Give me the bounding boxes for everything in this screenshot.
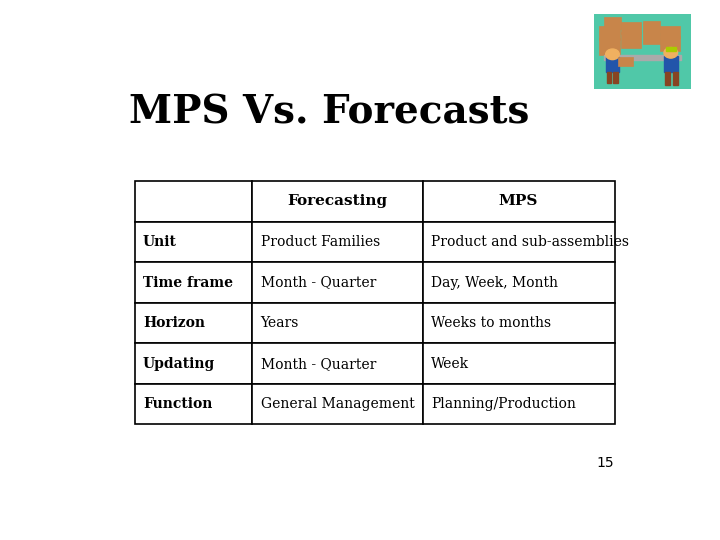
Bar: [660, 36, 680, 51]
Bar: [666, 47, 675, 51]
Bar: [642, 30, 660, 44]
Circle shape: [664, 48, 678, 58]
Bar: [135, 222, 252, 262]
Bar: [665, 72, 670, 85]
Text: Updating: Updating: [143, 356, 215, 370]
Text: MPS: MPS: [499, 194, 539, 208]
Bar: [135, 303, 252, 343]
Text: 15: 15: [597, 456, 615, 470]
Bar: [423, 181, 615, 222]
Text: Month - Quarter: Month - Quarter: [261, 356, 376, 370]
Bar: [621, 32, 641, 48]
Text: Day, Week, Month: Day, Week, Month: [431, 275, 558, 289]
Bar: [252, 262, 423, 303]
Bar: [423, 384, 615, 424]
Bar: [252, 181, 423, 222]
Bar: [252, 303, 423, 343]
Text: General Management: General Management: [261, 397, 414, 411]
Bar: [135, 262, 252, 303]
Text: Week: Week: [431, 356, 469, 370]
Bar: [252, 222, 423, 262]
Bar: [664, 56, 678, 72]
Bar: [599, 26, 620, 40]
Bar: [135, 343, 252, 384]
Bar: [642, 21, 660, 32]
Bar: [660, 25, 680, 38]
Polygon shape: [603, 55, 681, 60]
Circle shape: [606, 49, 619, 59]
Bar: [252, 343, 423, 384]
Bar: [135, 181, 252, 222]
Bar: [599, 38, 620, 55]
Bar: [672, 72, 678, 85]
Text: MPS Vs. Forecasts: MPS Vs. Forecasts: [129, 94, 529, 132]
Bar: [423, 303, 615, 343]
Bar: [613, 72, 618, 83]
Text: Forecasting: Forecasting: [287, 194, 387, 208]
Bar: [607, 72, 611, 83]
Bar: [618, 57, 633, 66]
Text: Product Families: Product Families: [261, 235, 380, 249]
Text: Horizon: Horizon: [143, 316, 205, 330]
Text: Month - Quarter: Month - Quarter: [261, 275, 376, 289]
Text: Product and sub-assemblies: Product and sub-assemblies: [431, 235, 629, 249]
Bar: [621, 22, 641, 34]
Text: Time frame: Time frame: [143, 275, 233, 289]
Bar: [423, 222, 615, 262]
Text: Years: Years: [261, 316, 299, 330]
Text: Planning/Production: Planning/Production: [431, 397, 576, 411]
Bar: [423, 262, 615, 303]
Text: Unit: Unit: [143, 235, 177, 249]
Bar: [606, 57, 619, 72]
Bar: [423, 343, 615, 384]
Bar: [135, 384, 252, 424]
Text: Function: Function: [143, 397, 212, 411]
Text: Weeks to months: Weeks to months: [431, 316, 551, 330]
Bar: [603, 17, 621, 29]
Bar: [252, 384, 423, 424]
